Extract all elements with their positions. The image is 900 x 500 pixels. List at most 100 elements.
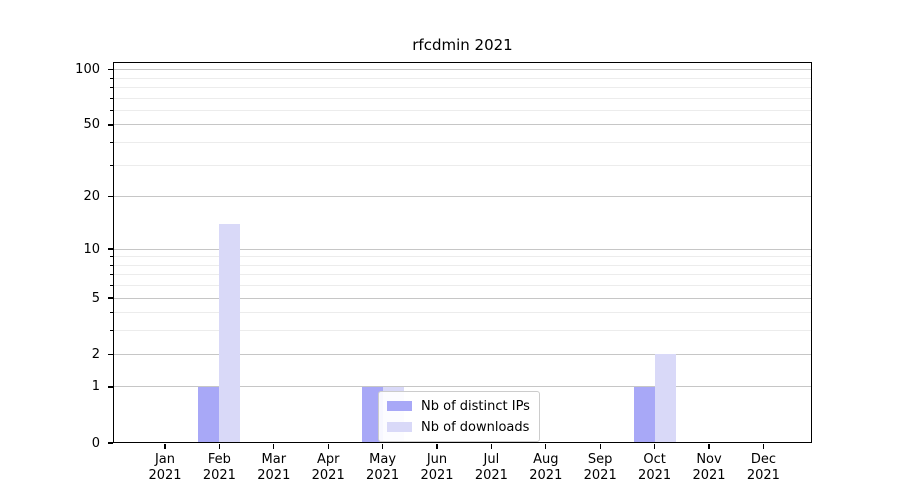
gridline-minor [113,256,812,258]
x-tick-mark [545,444,547,449]
y-tick-mark [108,69,113,71]
x-tick-label-month: Jun [426,452,448,467]
y-tick-mark-minor [110,264,113,266]
y-tick-label: 5 [91,290,100,306]
x-tick-mark [273,444,275,449]
y-tick-mark [108,124,113,126]
y-tick-label: 2 [91,346,100,362]
gridline-minor [113,87,812,88]
y-tick-label: 20 [83,189,100,205]
x-tick-label-year: 2021 [638,468,672,483]
gridline-minor [113,264,812,266]
y-tick-mark [108,386,113,388]
x-tick-mark [762,444,764,449]
x-tick-label-month: Jul [483,452,500,467]
gridline-minor [113,312,812,314]
legend-swatch-distinct-ips [387,401,412,411]
gridline-minor [113,97,812,99]
x-tick-mark [218,444,220,449]
x-tick-label-month: Oct [643,452,666,467]
x-tick-label: Nov 2021 [679,452,739,484]
bar-distinct-ips-feb [198,386,220,443]
x-tick-label-month: Aug [533,452,559,467]
y-tick-label: 10 [83,241,100,257]
x-tick-label-year: 2021 [202,468,236,483]
y-tick-mark-minor [110,164,113,166]
legend-item-distinct-ips: Nb of distinct IPs [387,397,530,415]
y-tick-mark-minor [110,330,113,332]
y-tick-mark-minor [110,256,113,258]
legend-item-downloads: Nb of downloads [387,418,530,436]
gridline-minor [113,142,812,144]
x-tick-mark [436,444,438,449]
x-tick-label-month: Nov [696,452,722,467]
x-tick-label: Oct 2021 [625,452,685,484]
y-tick-mark-minor [110,312,113,314]
x-tick-label-month: Dec [750,452,776,467]
x-tick-label: Feb 2021 [189,452,249,484]
x-tick-label-year: 2021 [257,468,291,483]
y-tick-label: 100 [75,62,100,78]
y-tick-mark-minor [110,77,113,79]
x-tick-label-year: 2021 [474,468,508,483]
x-tick-label: Jun 2021 [407,452,467,484]
legend-swatch-downloads [387,422,412,432]
plot-area [113,62,812,443]
x-tick-label-year: 2021 [583,468,617,483]
x-tick-label: Mar 2021 [244,452,304,484]
y-tick-mark [108,442,113,444]
y-tick-mark-minor [110,285,113,287]
x-tick-label-year: 2021 [311,468,345,483]
x-tick-label-month: Mar [261,452,287,467]
x-tick-mark [490,444,492,449]
x-tick-label-year: 2021 [366,468,400,483]
y-tick-mark [108,353,113,355]
x-tick-label-month: May [369,452,397,467]
x-tick-label: Sep 2021 [570,452,630,484]
gridline-major [113,386,812,388]
x-tick-label: Dec 2021 [733,452,793,484]
x-tick-label-month: Feb [207,452,231,467]
gridline-minor [113,77,812,79]
x-tick-label-year: 2021 [148,468,182,483]
y-tick-mark [108,248,113,250]
x-tick-mark [382,444,384,449]
y-tick-label: 50 [83,117,100,133]
bar-downloads-feb [219,223,241,443]
gridline-minor [113,109,812,111]
x-tick-label-month: Jan [154,452,176,467]
gridline-major [113,124,812,126]
y-tick-mark-minor [110,97,113,99]
x-tick-mark [654,444,656,449]
x-tick-mark [708,444,710,449]
gridline-major [113,196,812,198]
x-tick-label-year: 2021 [692,468,726,483]
x-tick-label-month: Sep [587,452,613,467]
y-tick-mark-minor [110,109,113,111]
bar-distinct-ips-may [361,386,383,443]
y-tick-label: 0 [91,435,100,451]
y-tick-mark-minor [110,86,113,88]
gridline-major [113,297,812,299]
y-tick-label: 1 [91,379,100,395]
chart-title: rfcdmin 2021 [412,36,513,54]
legend-label-downloads: Nb of downloads [421,419,530,435]
y-tick-mark-minor [110,274,113,276]
x-tick-mark [327,444,329,449]
bar-downloads-oct [654,354,676,443]
legend-label-distinct-ips: Nb of distinct IPs [421,398,530,414]
x-tick-label: Aug 2021 [516,452,576,484]
y-tick-mark [108,297,113,299]
gridline-minor [113,330,812,332]
x-tick-label-month: Apr [316,452,340,467]
x-tick-label: Jan 2021 [135,452,195,484]
x-tick-label-year: 2021 [746,468,780,483]
gridline-major [113,69,812,71]
gridline-major [113,353,812,355]
bar-distinct-ips-oct [633,386,655,443]
x-tick-mark [599,444,601,449]
x-tick-label: Apr 2021 [298,452,358,484]
gridline-minor [113,164,812,166]
gridline-minor [113,285,812,287]
